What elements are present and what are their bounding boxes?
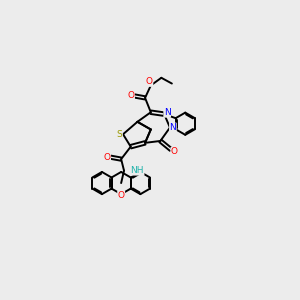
Text: O: O: [103, 153, 111, 162]
Text: S: S: [117, 130, 122, 139]
Text: NH: NH: [130, 166, 144, 175]
Text: O: O: [146, 77, 153, 86]
Text: O: O: [118, 191, 124, 200]
Text: N: N: [164, 108, 170, 117]
Text: N: N: [169, 123, 176, 132]
Text: O: O: [171, 147, 178, 156]
Text: O: O: [128, 92, 134, 100]
